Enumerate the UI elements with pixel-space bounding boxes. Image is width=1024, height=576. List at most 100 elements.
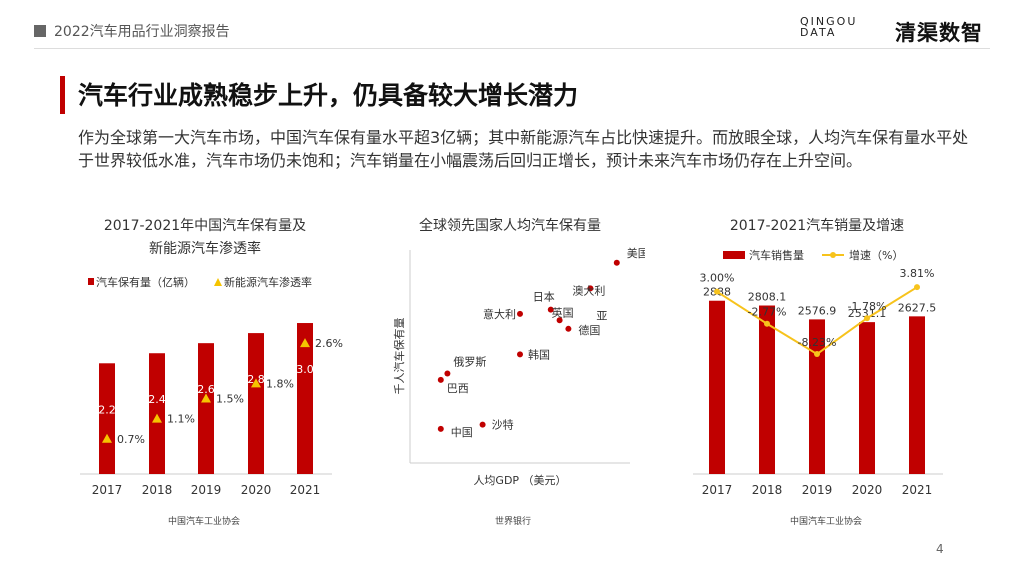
chart3-growth-point-2020 — [864, 315, 870, 322]
chart1-bar-label-2019: 2.6 — [197, 383, 215, 396]
chart2-point-7 — [444, 370, 451, 377]
chart2-point-label-8: 巴西 — [447, 382, 469, 395]
chart3-bar-label-2021: 2627.5 — [898, 301, 937, 314]
chart3-growth-label-2018: -2.77% — [748, 306, 787, 319]
source-label-2: 世界银行 — [495, 517, 532, 527]
logo-latin: QINGOU DATA — [800, 16, 857, 38]
chart1-x-tick-2020: 2020 — [241, 483, 272, 497]
chart3-title: 2017-2021汽车销量及增速 — [730, 217, 904, 234]
chart2-point-label-4: 英国 — [552, 305, 574, 319]
chart2-point-label-0: 美国 — [627, 247, 645, 260]
chart2-x-label: 人均GDP （美元） — [473, 474, 566, 487]
logo-latin-bottom: DATA — [800, 26, 837, 39]
chart1-title-line: 2017-2021年中国汽车保有量及 — [104, 217, 306, 234]
chart1-bar-label-2017: 2.2 — [98, 403, 116, 416]
chart1-penetration-label-2020: 1.8% — [266, 377, 294, 390]
chart3-x-tick-2020: 2020 — [852, 483, 883, 497]
source-label-1: 中国汽车工业协会 — [168, 517, 241, 527]
chart3-bar-label-2018: 2808.1 — [748, 291, 787, 304]
chart1-legend-marker-penetration — [214, 278, 222, 286]
header-divider — [34, 48, 990, 49]
chart2-point-label-9: 中国 — [451, 426, 473, 439]
chart2-point-9 — [437, 425, 444, 432]
chart3-bar-label-2020: 2531.1 — [848, 307, 887, 320]
chart1-bar-2019 — [198, 343, 214, 474]
chart2-y-label: 千人汽车保有量 — [392, 318, 406, 395]
page-number: 4 — [936, 542, 944, 556]
chart3-bar-2019 — [809, 319, 825, 474]
chart2-point-label-1: 澳大利 — [572, 283, 605, 297]
chart3-bar-2018 — [759, 305, 775, 474]
chart2-point-label-7: 俄罗斯 — [453, 356, 486, 369]
chart3-growth-label-2017: 3.00% — [700, 272, 735, 285]
chart1-penetration-marker-2020 — [251, 378, 261, 388]
chart1-penetration-marker-2019 — [201, 393, 211, 403]
chart2-point-5 — [565, 325, 572, 332]
chart3-x-tick-2018: 2018 — [752, 483, 783, 497]
chart2-point-label-6: 韩国 — [528, 347, 550, 361]
chart3-growth-label-2021: 3.81% — [900, 267, 935, 280]
chart3-bar-label-2019: 2576.9 — [798, 304, 837, 317]
chart3-x-tick-2017: 2017 — [702, 483, 733, 497]
chart1-penetration-marker-2018 — [152, 413, 162, 423]
chart2-point-label-5: 德国 — [578, 323, 600, 337]
chart3-x-tick-2019: 2019 — [802, 483, 833, 497]
chart1-bar-2017 — [99, 363, 115, 474]
chart3-growth-point-2021 — [914, 284, 920, 291]
chart2-point-1 — [587, 285, 594, 292]
chart1-penetration-marker-2021 — [300, 338, 310, 348]
chart3-legend-sales: 汽车销售量 — [749, 248, 804, 262]
chart3-bar-2020 — [859, 322, 875, 474]
chart2-point-3 — [517, 310, 523, 317]
chart2-point-4 — [556, 317, 563, 324]
chart1-legend-penetration: 新能源汽车渗透率 — [224, 275, 312, 289]
report-title: 2022汽车用品行业洞察报告 — [54, 24, 230, 40]
title-accent-bar — [60, 76, 65, 114]
chart1-bar-2018 — [149, 353, 165, 474]
logo-chinese: 清渠数智 — [895, 21, 983, 45]
source-label-3: 中国汽车工业协会 — [790, 517, 863, 527]
chart1-penetration-label-2021: 2.6% — [315, 337, 343, 350]
page-title: 汽车行业成熟稳步上升，仍具备较大增长潜力 — [78, 81, 579, 110]
chart2-point-label-2: 日本 — [533, 290, 555, 304]
chart2-point-label-3: 意大利 — [483, 307, 516, 321]
chart1-bar-2021 — [297, 323, 313, 474]
chart3-legend-dot-growth — [830, 252, 836, 258]
chart1-penetration-label-2019: 1.5% — [216, 393, 244, 406]
chart3-growth-point-2019 — [814, 351, 820, 358]
chart2-point-2 — [547, 306, 554, 313]
chart1-title-line: 新能源汽车渗透率 — [149, 240, 261, 257]
chart3-bar-2021 — [909, 316, 925, 474]
chart2-point-8 — [437, 376, 444, 383]
chart2-point-0 — [613, 259, 620, 266]
chart1-bar-label-2021: 3.0 — [296, 363, 314, 376]
chart1-x-tick-2017: 2017 — [92, 483, 123, 497]
chart3-growth-label-2020: -1.78% — [848, 300, 887, 313]
chart3-legend-swatch-sales — [723, 251, 745, 259]
chart3-growth-point-2018 — [764, 320, 770, 327]
chart1-x-tick-2021: 2021 — [290, 483, 321, 497]
chart3-growth-point-2017 — [714, 288, 720, 295]
chart2-point-6 — [517, 351, 523, 358]
chart2-title: 全球领先国家人均汽车保有量 — [419, 217, 601, 234]
chart1-x-tick-2019: 2019 — [191, 483, 222, 497]
chart1-penetration-label-2018: 1.1% — [167, 413, 195, 426]
chart1-legend-swatch-ownership — [88, 278, 94, 285]
chart1-x-tick-2018: 2018 — [142, 483, 173, 497]
chart-car-sales: 2017-2021汽车销量及增速汽车销售量增速（%）288820172808.1… — [693, 217, 943, 497]
chart1-penetration-label-2017: 0.7% — [117, 433, 145, 446]
chart1-bar-2020 — [248, 333, 264, 474]
chart1-penetration-marker-2017 — [102, 433, 112, 443]
chart2-point-10 — [479, 421, 486, 428]
header-square-icon — [34, 25, 46, 37]
chart1-bar-label-2018: 2.4 — [148, 393, 166, 406]
chart3-x-tick-2021: 2021 — [902, 483, 933, 497]
chart3-bar-2017 — [709, 300, 725, 474]
chart2-point-label-10: 沙特 — [492, 418, 514, 432]
logo-latin-top: QINGOU — [800, 15, 858, 28]
chart1-legend-ownership: 汽车保有量（亿辆） — [96, 275, 195, 289]
chart3-growth-label-2019: -8.23% — [798, 336, 837, 349]
page-description: 作为全球第一大汽车市场，中国汽车保有量水平超3亿辆；其中新能源汽车占比快速提升。… — [78, 128, 969, 170]
